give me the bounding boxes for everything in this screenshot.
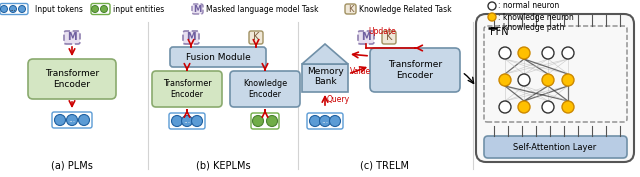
Text: M: M xyxy=(186,33,196,42)
Text: Update: Update xyxy=(368,27,396,36)
Circle shape xyxy=(172,116,182,127)
Text: Masked language model Task: Masked language model Task xyxy=(206,4,319,13)
Text: Bank: Bank xyxy=(314,78,336,87)
Text: : knowledge neuron: : knowledge neuron xyxy=(498,13,573,21)
Circle shape xyxy=(182,116,193,127)
Circle shape xyxy=(54,115,65,125)
Circle shape xyxy=(191,116,202,127)
Text: Knowledge
Encoder: Knowledge Encoder xyxy=(243,79,287,99)
Text: : knowledge path: : knowledge path xyxy=(498,24,564,33)
Text: K: K xyxy=(253,33,259,42)
Circle shape xyxy=(310,116,321,127)
Circle shape xyxy=(562,101,574,113)
Text: K: K xyxy=(386,33,392,42)
Text: : normal neuron: : normal neuron xyxy=(498,1,559,10)
FancyBboxPatch shape xyxy=(152,71,222,107)
Text: Self-Attention Layer: Self-Attention Layer xyxy=(513,142,596,152)
FancyBboxPatch shape xyxy=(476,14,634,162)
Circle shape xyxy=(10,5,17,13)
Circle shape xyxy=(319,116,330,127)
FancyBboxPatch shape xyxy=(28,59,116,99)
Text: ...: ... xyxy=(68,115,76,124)
Text: Query: Query xyxy=(327,96,350,104)
Text: ...: ... xyxy=(184,116,191,125)
Text: (b) KEPLMs: (b) KEPLMs xyxy=(196,160,250,170)
Text: Input tokens: Input tokens xyxy=(35,4,83,13)
Text: Knowledge Related Task: Knowledge Related Task xyxy=(359,4,452,13)
FancyBboxPatch shape xyxy=(370,48,460,92)
Circle shape xyxy=(79,115,90,125)
Circle shape xyxy=(488,13,496,21)
Text: Fusion Module: Fusion Module xyxy=(186,53,250,61)
Circle shape xyxy=(542,74,554,86)
Circle shape xyxy=(518,101,530,113)
Circle shape xyxy=(542,101,554,113)
Circle shape xyxy=(330,116,340,127)
Circle shape xyxy=(67,115,77,125)
Circle shape xyxy=(499,101,511,113)
Text: Transformer
Encoder: Transformer Encoder xyxy=(45,69,99,89)
Text: ...: ... xyxy=(321,116,328,125)
FancyBboxPatch shape xyxy=(382,31,396,44)
Circle shape xyxy=(518,47,530,59)
Text: M: M xyxy=(193,4,202,13)
FancyBboxPatch shape xyxy=(170,47,266,67)
Circle shape xyxy=(266,116,278,127)
FancyBboxPatch shape xyxy=(345,4,356,14)
FancyBboxPatch shape xyxy=(64,31,80,44)
FancyBboxPatch shape xyxy=(230,71,300,107)
Circle shape xyxy=(253,116,264,127)
FancyBboxPatch shape xyxy=(358,31,374,44)
FancyBboxPatch shape xyxy=(192,4,203,14)
Text: Value: Value xyxy=(350,67,371,76)
Text: M: M xyxy=(361,33,371,42)
Circle shape xyxy=(518,74,530,86)
Text: input entities: input entities xyxy=(113,4,164,13)
Polygon shape xyxy=(302,44,348,64)
Text: Transformer
Encoder: Transformer Encoder xyxy=(163,79,211,99)
Text: (a) PLMs: (a) PLMs xyxy=(51,160,93,170)
Circle shape xyxy=(488,2,496,10)
FancyBboxPatch shape xyxy=(249,31,263,44)
Circle shape xyxy=(19,5,26,13)
FancyBboxPatch shape xyxy=(302,64,348,92)
Circle shape xyxy=(562,74,574,86)
Text: Transformer
Encoder: Transformer Encoder xyxy=(388,60,442,80)
Text: ...: ... xyxy=(10,6,17,12)
Circle shape xyxy=(499,74,511,86)
Circle shape xyxy=(92,5,99,13)
Text: FFN: FFN xyxy=(490,27,509,37)
Text: (c) TRELM: (c) TRELM xyxy=(360,160,410,170)
FancyBboxPatch shape xyxy=(183,31,199,44)
FancyBboxPatch shape xyxy=(484,136,627,158)
Circle shape xyxy=(562,47,574,59)
Circle shape xyxy=(542,47,554,59)
Text: M: M xyxy=(67,33,77,42)
Circle shape xyxy=(499,47,511,59)
Text: K: K xyxy=(348,4,353,13)
Circle shape xyxy=(1,5,8,13)
Circle shape xyxy=(100,5,108,13)
Text: Memory: Memory xyxy=(307,67,344,76)
